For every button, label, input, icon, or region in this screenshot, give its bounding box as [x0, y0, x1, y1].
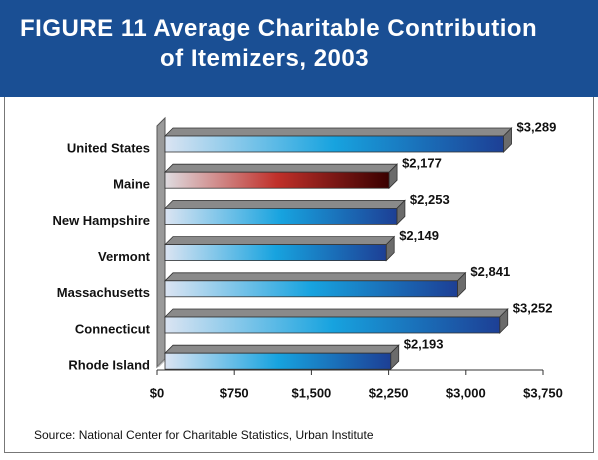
bar: [164, 344, 400, 371]
value-label: $2,177: [402, 156, 442, 171]
value-label: $2,841: [470, 264, 510, 279]
axis-wall: [156, 116, 166, 369]
bar: [164, 163, 399, 190]
chart-frame: [4, 97, 594, 453]
x-tick-label: $1,500: [292, 385, 332, 400]
source-note: Source: National Center for Charitable S…: [34, 428, 374, 442]
value-label: $2,253: [410, 192, 450, 207]
x-tick-label: $0: [150, 385, 164, 400]
value-label: $2,149: [399, 228, 439, 243]
bar: [164, 308, 509, 334]
value-label: $3,289: [517, 119, 557, 134]
value-label: $2,193: [404, 337, 444, 352]
y-tick-label: United States: [67, 140, 150, 155]
y-tick-label: Rhode Island: [68, 358, 150, 373]
bar: [164, 271, 467, 298]
axis-floor: [157, 359, 167, 367]
x-tick-label: $3,000: [446, 385, 486, 400]
x-tick-label: $2,250: [369, 385, 409, 400]
bar: [164, 235, 396, 262]
y-tick-label: Connecticut: [75, 321, 151, 336]
title: FIGURE 11 Average Charitable Contribution…: [20, 14, 540, 74]
y-tick-label: Maine: [113, 177, 150, 192]
bar: [164, 127, 513, 153]
y-tick-label: New Hampshire: [52, 213, 150, 228]
bar: [164, 199, 406, 226]
chart-title: Average Charitable Contribution of Itemi…: [153, 15, 538, 72]
y-tick-label: Vermont: [98, 249, 151, 264]
figure-label: FIGURE 11: [20, 15, 148, 42]
value-label: $3,252: [513, 300, 553, 315]
header: FIGURE 11 Average Charitable Contribution…: [0, 0, 598, 97]
y-tick-label: Massachusetts: [57, 285, 150, 300]
x-tick-label: $3,750: [523, 385, 563, 400]
x-tick-label: $750: [220, 385, 249, 400]
